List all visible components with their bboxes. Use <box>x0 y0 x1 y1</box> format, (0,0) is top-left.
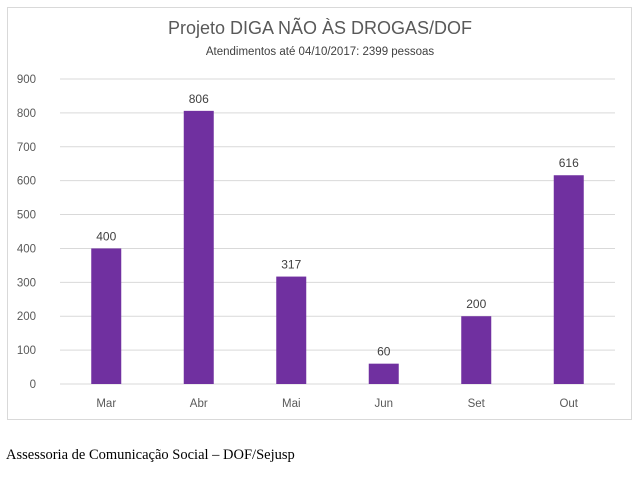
data-label: 317 <box>281 258 301 272</box>
data-label: 400 <box>96 229 116 243</box>
bar-out <box>553 175 584 384</box>
chart-title: Projeto DIGA NÃO ÀS DROGAS/DOF <box>168 17 472 38</box>
data-label: 806 <box>189 92 209 106</box>
data-label: 200 <box>466 297 486 311</box>
x-tick-label: Mar <box>96 398 116 410</box>
x-tick-label: Set <box>468 398 486 410</box>
x-tick-label: Abr <box>190 398 208 410</box>
y-tick-label: 800 <box>17 108 36 120</box>
y-tick-label: 500 <box>17 210 36 222</box>
bar-abr <box>183 110 214 384</box>
y-tick-label: 100 <box>17 345 36 357</box>
y-tick-label: 400 <box>17 243 36 255</box>
bars <box>91 110 584 384</box>
y-axis-tick-labels: 0 100 200 300 400 500 600 700 800 900 <box>17 74 36 391</box>
data-label: 60 <box>377 345 391 359</box>
y-tick-label: 700 <box>17 142 36 154</box>
data-label: 616 <box>559 156 579 170</box>
y-tick-label: 0 <box>30 379 36 391</box>
bar-set <box>461 316 492 384</box>
y-tick-label: 200 <box>17 311 36 323</box>
bar-mar <box>91 248 122 384</box>
y-tick-label: 600 <box>17 176 36 188</box>
chart-container: Projeto DIGA NÃO ÀS DROGAS/DOF Atendimen… <box>7 7 632 420</box>
bar-jun <box>368 363 399 384</box>
x-tick-label: Out <box>559 398 578 410</box>
y-tick-label: 900 <box>17 74 36 86</box>
y-tick-label: 300 <box>17 277 36 289</box>
gridlines <box>60 78 615 385</box>
x-tick-label: Mai <box>282 398 301 410</box>
chart-subtitle: Atendimentos até 04/10/2017: 2399 pessoa… <box>206 46 435 58</box>
x-axis-tick-labels: Mar Abr Mai Jun Set Out <box>96 398 578 410</box>
bar-mai <box>276 276 307 384</box>
footer-caption: Assessoria de Comunicação Social – DOF/S… <box>6 447 295 463</box>
data-labels: 400 806 317 60 200 616 <box>96 92 579 359</box>
x-tick-label: Jun <box>374 398 393 410</box>
bar-chart: Projeto DIGA NÃO ÀS DROGAS/DOF Atendimen… <box>17 17 615 410</box>
